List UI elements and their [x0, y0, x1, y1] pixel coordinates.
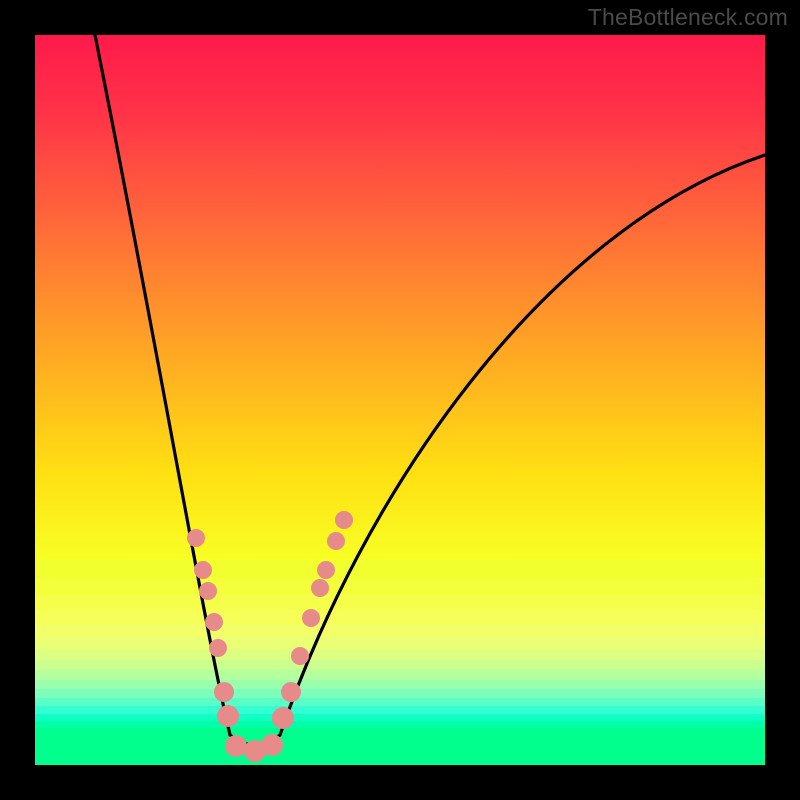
curve-marker	[291, 647, 309, 665]
gradient-bands	[35, 560, 765, 765]
curve-marker	[225, 735, 247, 757]
bottleneck-chart	[0, 0, 800, 800]
curve-marker	[205, 613, 223, 631]
curve-marker	[317, 561, 335, 579]
chart-root: TheBottleneck.com	[0, 0, 800, 800]
curve-marker	[209, 639, 227, 657]
curve-marker	[327, 532, 345, 550]
curve-marker	[272, 707, 294, 729]
curve-marker	[199, 582, 217, 600]
curve-marker	[194, 561, 212, 579]
curve-marker	[302, 609, 320, 627]
curve-marker	[214, 682, 234, 702]
curve-marker	[217, 705, 239, 727]
curve-marker	[187, 529, 205, 547]
curve-marker	[261, 734, 283, 756]
curve-marker	[311, 579, 329, 597]
curve-marker	[281, 682, 301, 702]
curve-marker	[335, 511, 353, 529]
